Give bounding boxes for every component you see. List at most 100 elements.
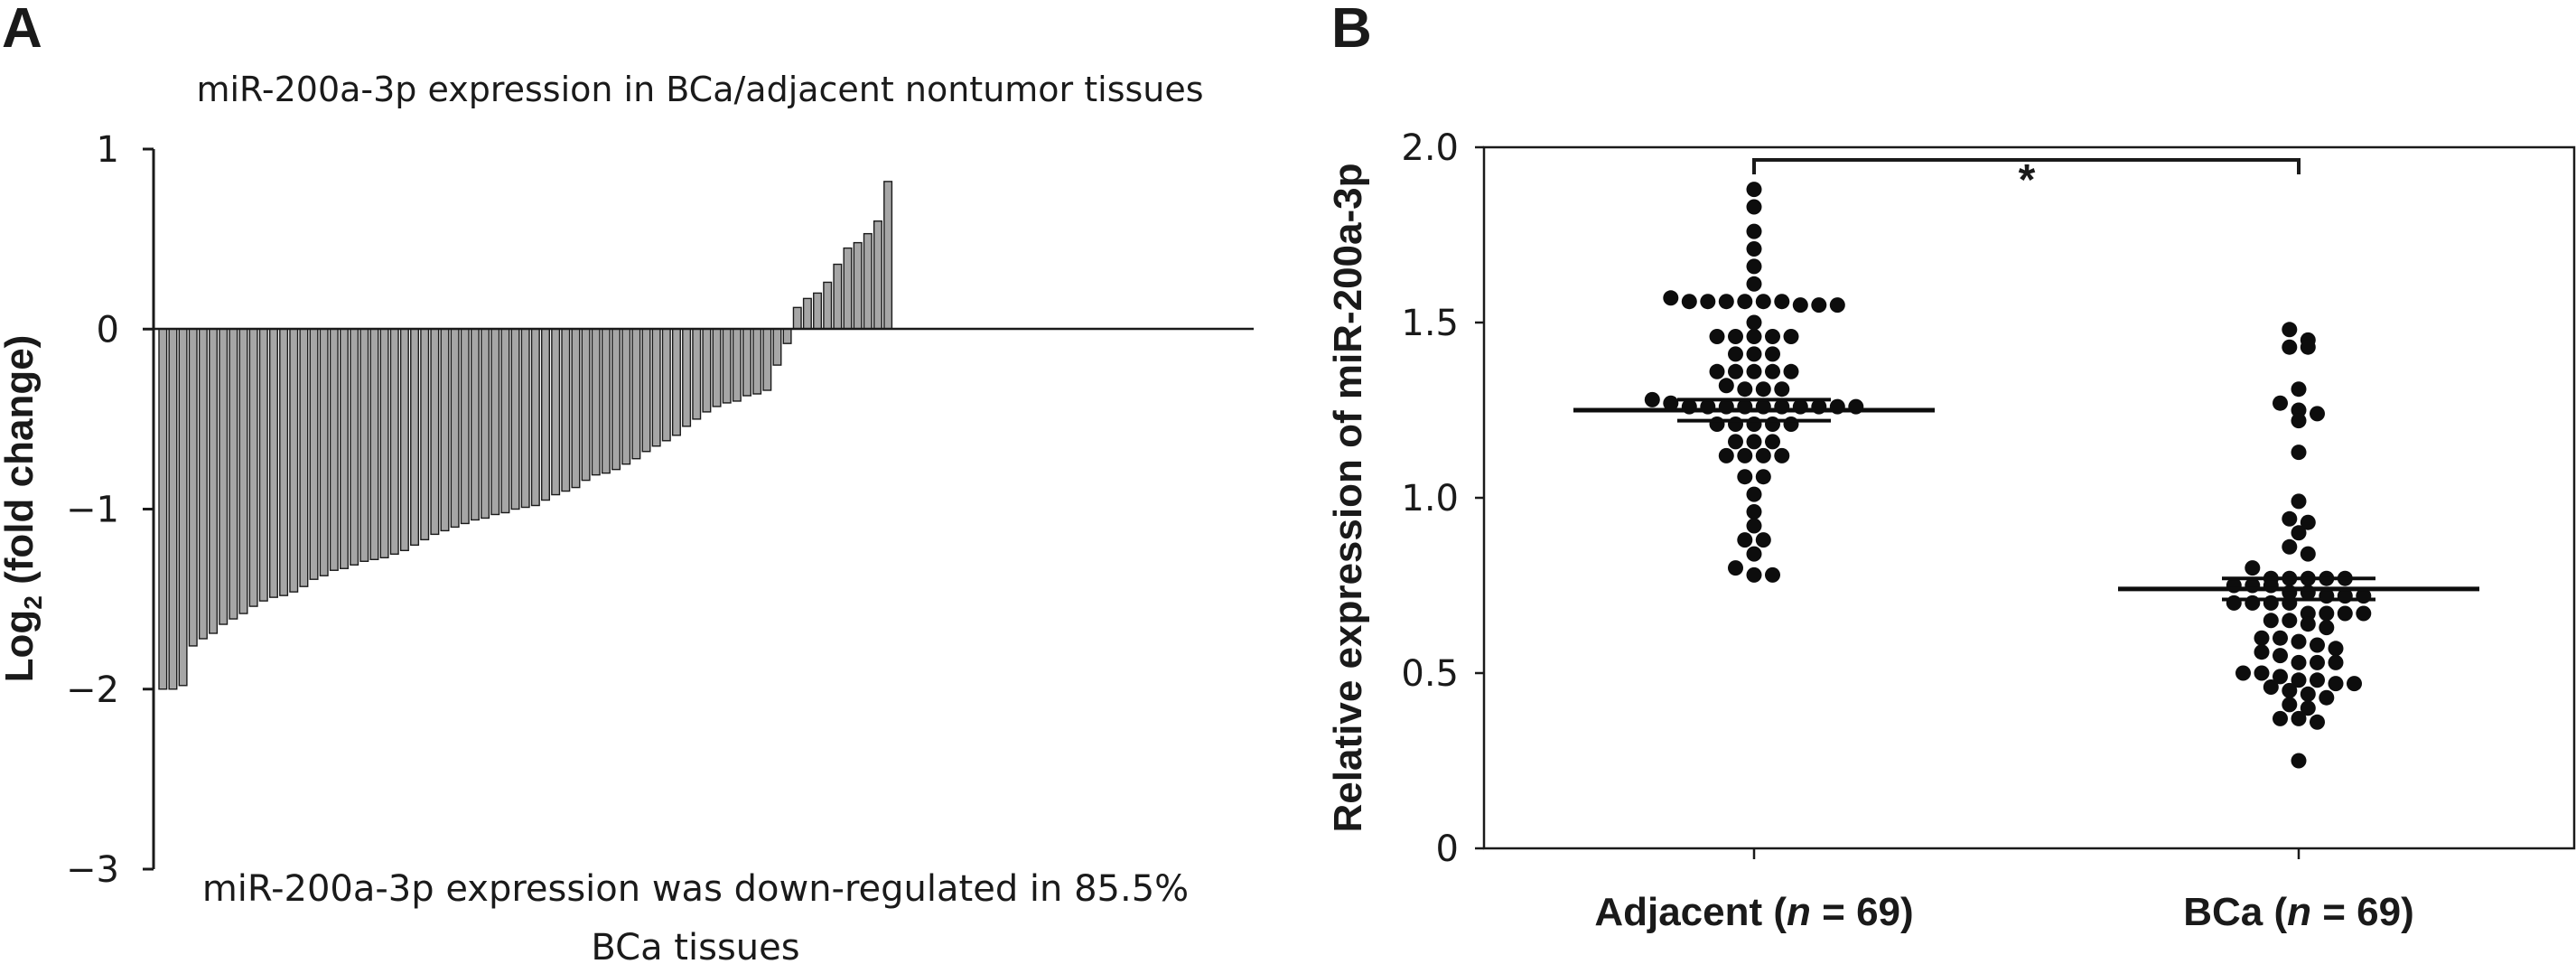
bar [873, 220, 882, 330]
data-point [1765, 416, 1780, 432]
bar [379, 328, 389, 559]
data-point [2254, 630, 2270, 646]
panel-a-bars [158, 181, 893, 690]
panel-a-letter: A [2, 0, 42, 60]
bar [631, 328, 641, 460]
data-point [2245, 594, 2261, 611]
bar [752, 328, 762, 395]
bar [611, 328, 621, 471]
bar [309, 328, 319, 580]
data-point [1765, 363, 1780, 379]
data-point [1644, 391, 1660, 407]
panel-a-y-axis-label: Log2 (fold change) [0, 335, 47, 683]
data-point [2291, 654, 2307, 670]
bar [702, 328, 712, 413]
data-point [1746, 314, 1762, 331]
bar [813, 292, 823, 330]
bar [520, 328, 530, 509]
data-point [1765, 329, 1780, 344]
significance-bracket [1752, 158, 2301, 174]
data-point [2291, 413, 2307, 429]
data-point [2273, 395, 2288, 411]
data-point [2254, 644, 2270, 660]
data-point [1718, 378, 1734, 394]
data-point [2245, 560, 2261, 576]
data-point [1737, 294, 1753, 310]
bar [209, 328, 219, 634]
data-point [1755, 469, 1771, 485]
bar [289, 328, 299, 593]
data-point [1728, 416, 1743, 432]
bar [178, 328, 188, 687]
bar [430, 328, 440, 536]
bar [198, 328, 208, 640]
x-label-bca: BCa (n = 69) [2183, 890, 2414, 934]
bar [601, 328, 611, 474]
data-point [2282, 322, 2298, 338]
bar [641, 328, 651, 453]
data-point [2291, 493, 2307, 510]
data-point [2337, 605, 2353, 622]
panel-b-means [1573, 398, 2479, 602]
bar [510, 328, 520, 510]
bar [722, 328, 732, 404]
bar [692, 328, 702, 420]
panel-b-plot-frame [1482, 145, 2576, 850]
panel-b-y-axis-label: Relative expression of miR-200a-3p [1326, 164, 1370, 833]
data-point [1755, 294, 1771, 310]
data-point [1792, 297, 1808, 314]
data-point [1755, 381, 1771, 398]
bar [863, 232, 873, 330]
data-point [2319, 605, 2335, 622]
data-point [1746, 223, 1762, 239]
data-point [2263, 679, 2279, 695]
data-point [1728, 329, 1743, 344]
data-point [2282, 510, 2298, 527]
data-point [1746, 346, 1762, 362]
data-point [1746, 486, 1762, 502]
bar [420, 328, 430, 541]
data-point [1746, 241, 1762, 257]
data-point [2291, 672, 2307, 688]
data-point [1663, 395, 1679, 411]
bar [732, 328, 742, 402]
data-point [1737, 532, 1753, 548]
data-point [1755, 532, 1771, 548]
data-point [2282, 613, 2298, 629]
data-point [2347, 676, 2362, 692]
data-point [1737, 447, 1753, 463]
data-point [1663, 290, 1679, 306]
data-point [1709, 363, 1725, 379]
data-point [1718, 447, 1734, 463]
data-point [2273, 669, 2288, 685]
bar [279, 328, 289, 596]
bar [340, 328, 350, 569]
bar [188, 328, 198, 647]
y-tick-label: 2.0 [1401, 127, 1459, 169]
data-point [2254, 665, 2270, 681]
data-point [2263, 594, 2279, 611]
data-point [2282, 697, 2298, 713]
data-point [1765, 434, 1780, 450]
bar [661, 328, 671, 442]
data-point [1774, 381, 1790, 398]
bar [359, 328, 369, 562]
bar [843, 247, 853, 330]
y-tick-label: 1.0 [1401, 478, 1459, 519]
data-point [1783, 416, 1799, 432]
y-tick-label: −3 [66, 849, 119, 891]
data-point [1746, 182, 1762, 198]
data-point [1746, 504, 1762, 519]
bar [571, 328, 581, 489]
panel-b-letter: B [1331, 0, 1372, 60]
y-tick-label: 0.5 [1401, 653, 1459, 695]
data-point [2291, 445, 2307, 461]
bar [671, 328, 681, 436]
data-point [2291, 753, 2307, 769]
data-point [2300, 514, 2316, 530]
panel-a-title: miR-200a-3p expression in BCa/adjacent n… [196, 70, 1203, 109]
data-point [2226, 594, 2242, 611]
data-point [1728, 363, 1743, 379]
data-point [1746, 566, 1762, 583]
data-point [2310, 654, 2325, 670]
